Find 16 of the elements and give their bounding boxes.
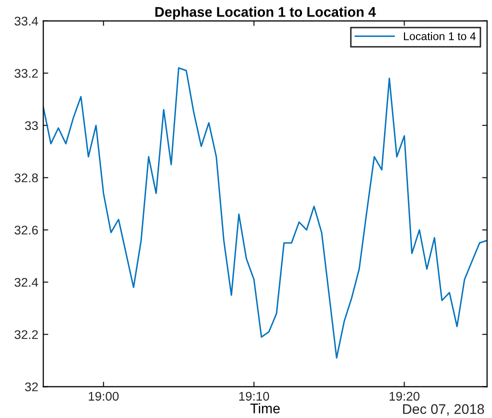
y-tick-label: 32.4 xyxy=(14,278,38,287)
x-tick-label: 19:10 xyxy=(239,392,270,401)
x-axis-title: Time xyxy=(250,403,280,414)
y-tick-label: 32.2 xyxy=(14,330,38,340)
y-tick-label: 32 xyxy=(25,382,38,392)
y-tick-label: 32.6 xyxy=(14,226,38,235)
line-series xyxy=(43,67,488,359)
y-tick-label: 33 xyxy=(25,121,38,130)
y-tick-label: 32.8 xyxy=(14,173,38,182)
x-tick-label: 19:00 xyxy=(88,392,119,401)
y-tick-label: 33.2 xyxy=(14,68,38,78)
x-tick-label: 19:20 xyxy=(390,392,420,401)
legend-label: Location 1 to 4 xyxy=(404,32,476,40)
text: Dec 07, 2018 xyxy=(403,404,484,416)
chart-title: Dephase Location 1 to Location 4 xyxy=(155,6,376,20)
y-tick-label: 33.4 xyxy=(14,16,38,26)
